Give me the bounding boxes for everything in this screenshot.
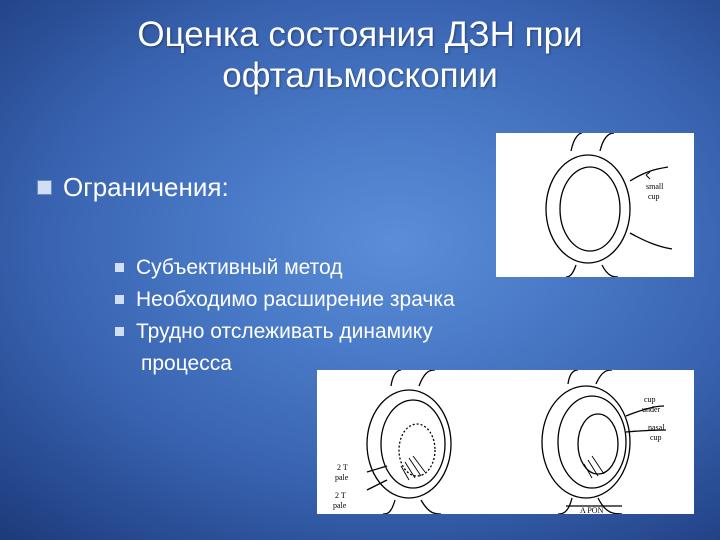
- heading-limitation: Ограничения:: [38, 172, 229, 203]
- bullet-text: Субъективный метод: [136, 256, 343, 279]
- bullet-item-3: Трудно отслеживать динамику: [115, 320, 433, 344]
- title-line-2: офтальмоскопии: [222, 56, 498, 95]
- svg-text:pale: pale: [335, 473, 349, 482]
- bullet-text: процесса: [141, 352, 232, 375]
- bullet-item-2: Необходимо расширение зрачка: [115, 288, 455, 312]
- bullet-square-icon: [115, 327, 124, 336]
- bullet-square-icon: [115, 263, 124, 272]
- bullet-text: Трудно отслеживать динамику: [136, 320, 433, 343]
- svg-text:under: under: [642, 405, 661, 414]
- slide-title: Оценка состояния ДЗН при офтальмоскопии: [0, 14, 720, 97]
- svg-text:cup: cup: [644, 395, 656, 404]
- bullet-item-1: Субъективный метод: [115, 256, 343, 280]
- figure-bottom-right: cup under nasal cup A PON: [496, 370, 694, 514]
- bullet-square-icon: [115, 295, 124, 304]
- figure-top-right: small cup: [496, 133, 694, 277]
- bullet-text: Необходимо расширение зрачка: [136, 288, 455, 311]
- svg-text:cup: cup: [648, 192, 660, 201]
- eye-sketch-icon: 2 T pale 2 T pale: [317, 370, 496, 514]
- svg-text:cup: cup: [650, 433, 662, 442]
- svg-text:2 T: 2 T: [335, 491, 346, 500]
- eye-sketch-icon: small cup: [496, 133, 694, 277]
- bullet-square-icon: [38, 181, 51, 194]
- title-line-1: Оценка состояния ДЗН при: [137, 15, 582, 54]
- svg-text:pale: pale: [333, 501, 347, 510]
- heading-text: Ограничения:: [63, 172, 229, 202]
- bullet-item-3-cont: процесса: [141, 352, 232, 376]
- svg-text:small: small: [646, 182, 664, 191]
- svg-text:2 T: 2 T: [337, 463, 348, 472]
- svg-text:A PON: A PON: [580, 506, 604, 514]
- figure-bottom-left: 2 T pale 2 T pale: [317, 370, 496, 514]
- eye-sketch-icon: cup under nasal cup A PON: [496, 370, 694, 514]
- svg-text:nasal: nasal: [648, 423, 665, 432]
